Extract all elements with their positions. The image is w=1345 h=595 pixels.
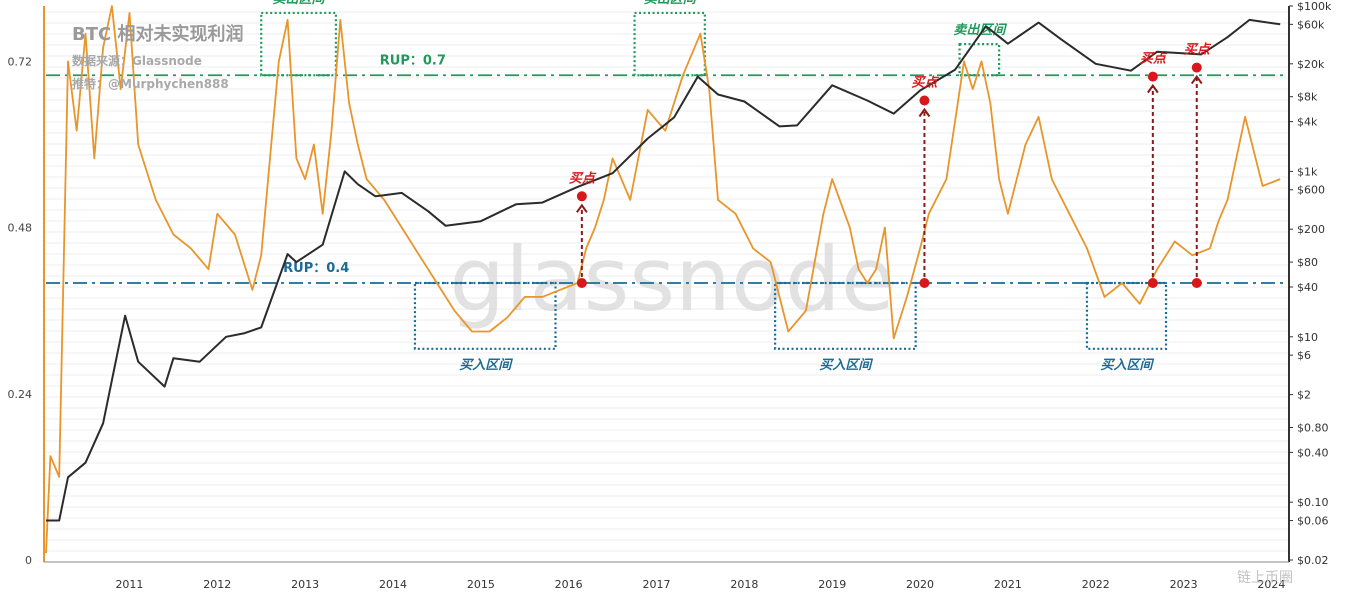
- buy-point-label: 买点: [1184, 42, 1212, 58]
- buy-point-dot: [919, 278, 930, 288]
- right-tick-label: $200: [1297, 223, 1325, 236]
- gridlines: [46, 11, 1289, 552]
- right-tick-label: $40: [1297, 281, 1318, 294]
- right-tick-label: $20k: [1297, 58, 1325, 71]
- right-tick-label: $60k: [1297, 18, 1325, 31]
- buy-zone-label: 买入区间: [1100, 357, 1154, 373]
- x-tick-label: 2016: [555, 578, 583, 591]
- data-source: 数据来源：Glassnode: [72, 54, 202, 68]
- x-tick-label: 2015: [467, 578, 495, 591]
- left-tick-label: 0.48: [8, 222, 33, 235]
- buy-point-label: 买点: [569, 170, 597, 186]
- buy-point-dot: [1147, 278, 1158, 288]
- chart-title: BTC 相对未实现利润: [72, 24, 244, 45]
- buy-point-dot: [1191, 278, 1202, 288]
- right-tick-label: $8k: [1297, 91, 1318, 104]
- x-tick-label: 2017: [643, 578, 671, 591]
- right-tick-label: $0.10: [1297, 496, 1329, 509]
- x-tick-label: 2012: [203, 578, 231, 591]
- x-tick-label: 2024: [1257, 578, 1285, 591]
- buy-point-label: 买点: [911, 74, 939, 90]
- x-tick-label: 2018: [730, 578, 758, 591]
- series-lines: [45, 5, 1281, 554]
- sell-zone-box: [633, 11, 706, 77]
- right-tick-label: $2: [1297, 389, 1311, 402]
- buy-point-dot: [576, 278, 587, 288]
- arrowhead-icon: [1190, 74, 1203, 85]
- sell-zone-box: [260, 11, 337, 77]
- buy-zone-box: [413, 281, 557, 350]
- twitter-handle: 推特：@Murphychen888: [72, 77, 229, 91]
- reference-line-label: RUP：0.4: [283, 261, 349, 276]
- buy-point-dot: [1147, 71, 1158, 82]
- buy-point-label: 买点: [1140, 51, 1168, 67]
- x-tick-label: 2019: [818, 578, 846, 591]
- buy-point-dot: [1191, 62, 1202, 73]
- arrowhead-icon: [918, 107, 931, 118]
- left-tick-label: 0.24: [8, 388, 33, 401]
- x-tick-label: 2014: [379, 578, 407, 591]
- rup-series-line: [45, 5, 1281, 554]
- right-tick-label: $10: [1297, 331, 1318, 344]
- sell-zone-label: 卖出区间: [273, 0, 327, 7]
- sell-zone-box: [958, 42, 1001, 77]
- right-tick-label: $0.80: [1297, 422, 1329, 435]
- left-tick-label: 0.72: [8, 55, 33, 68]
- buy-zone-label: 买入区间: [459, 357, 513, 373]
- right-tick-label: $6: [1297, 349, 1311, 362]
- x-tick-label: 2013: [291, 578, 319, 591]
- right-tick-label: $0.40: [1297, 446, 1329, 459]
- sell-zone-label: 卖出区间: [953, 22, 1007, 38]
- right-tick-label: $4k: [1297, 116, 1318, 129]
- price-series-line: [46, 18, 1281, 522]
- left-tick-label: 0: [25, 554, 32, 567]
- axes: 0 0.24 0.48 0.72 $100k $60k $20k $8k $4k $1k $600 $…: [8, 0, 1332, 591]
- reference-lines: RUP：0.7 RUP：0.4: [46, 53, 1289, 284]
- right-tick-label: $100k: [1297, 0, 1332, 13]
- x-tick-label: 2023: [1170, 578, 1198, 591]
- x-tick-label: 2021: [994, 578, 1022, 591]
- x-tick-label: 2020: [906, 578, 934, 591]
- right-tick-label: $0.06: [1297, 515, 1329, 528]
- right-tick-label: $80: [1297, 256, 1318, 269]
- buy-zone-label: 买入区间: [819, 357, 873, 373]
- buy-zone-box: [1085, 281, 1168, 350]
- arrowhead-icon: [1147, 83, 1159, 94]
- reference-line-label: RUP：0.7: [380, 53, 446, 68]
- right-tick-label: $600: [1297, 184, 1325, 197]
- x-tick-label: 2011: [115, 578, 143, 591]
- sell-zone-label: 卖出区间: [644, 0, 698, 7]
- buy-point-dot: [919, 95, 930, 106]
- arrowhead-icon: [576, 203, 588, 213]
- zone-boxes: 卖出区间卖出区间卖出区间买入区间买入区间买入区间: [260, 0, 1168, 373]
- corner-watermark: 链上币圈: [1237, 570, 1293, 586]
- glassnode-watermark: glassnode: [449, 228, 895, 331]
- right-tick-label: $0.02: [1297, 554, 1329, 567]
- buy-point-dot: [576, 191, 587, 202]
- right-tick-label: $1k: [1297, 165, 1318, 178]
- x-tick-label: 2022: [1082, 578, 1110, 591]
- buy-zone-box: [774, 281, 917, 350]
